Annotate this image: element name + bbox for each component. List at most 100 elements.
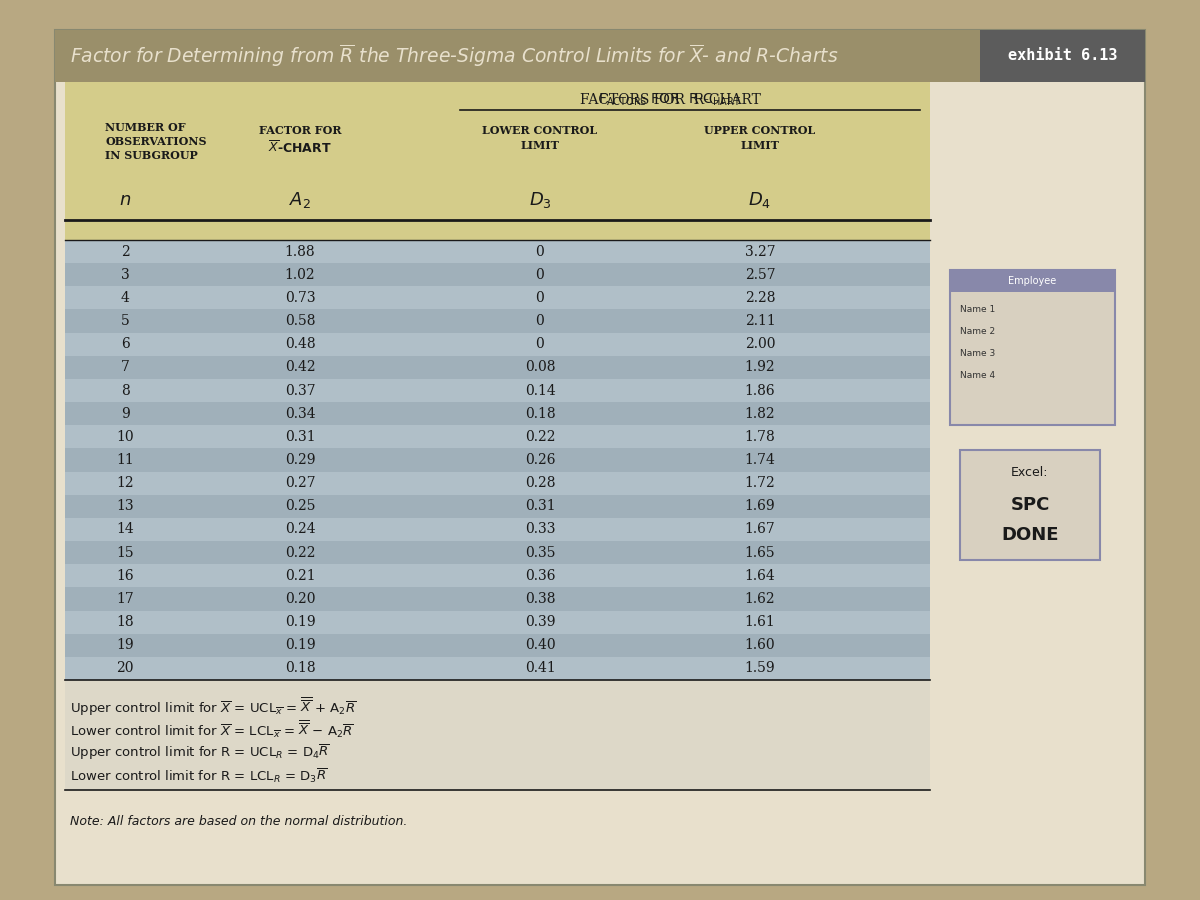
Text: 0.22: 0.22 <box>284 545 316 560</box>
Bar <box>950 270 1115 425</box>
Text: LIMIT: LIMIT <box>740 140 780 151</box>
Text: 0.41: 0.41 <box>524 662 556 675</box>
Text: OBSERVATIONS: OBSERVATIONS <box>106 136 206 147</box>
Text: 1.88: 1.88 <box>284 245 316 258</box>
Bar <box>65 541 930 564</box>
Text: 0.31: 0.31 <box>284 430 316 444</box>
Text: 0: 0 <box>535 314 545 328</box>
Text: 0: 0 <box>535 245 545 258</box>
Bar <box>950 270 1115 292</box>
Bar <box>65 680 930 790</box>
Text: 4: 4 <box>120 291 130 305</box>
Text: 1.61: 1.61 <box>745 615 775 629</box>
Text: 0.31: 0.31 <box>524 500 556 513</box>
Text: 1.60: 1.60 <box>745 638 775 652</box>
Text: Factor for Determining from $\overline{R}$ the Three-Sigma Control Limits for $\: Factor for Determining from $\overline{R… <box>70 42 839 69</box>
Text: 7: 7 <box>120 360 130 374</box>
Bar <box>65 356 930 379</box>
Text: 0.25: 0.25 <box>284 500 316 513</box>
Text: 2.11: 2.11 <box>745 314 775 328</box>
Text: 2.57: 2.57 <box>745 267 775 282</box>
Text: DONE: DONE <box>1001 526 1058 544</box>
Text: Name 2: Name 2 <box>960 327 995 336</box>
Text: 11: 11 <box>116 453 134 467</box>
Bar <box>65 610 930 634</box>
Bar <box>65 588 930 610</box>
Text: 0.27: 0.27 <box>284 476 316 491</box>
Text: 0.20: 0.20 <box>284 592 316 606</box>
Bar <box>65 426 930 448</box>
Text: 0.38: 0.38 <box>524 592 556 606</box>
Bar <box>65 286 930 310</box>
Text: 1.74: 1.74 <box>744 453 775 467</box>
Text: 9: 9 <box>121 407 130 420</box>
Bar <box>980 30 1145 82</box>
Text: 1.64: 1.64 <box>745 569 775 583</box>
Bar <box>65 657 930 680</box>
Text: $n$: $n$ <box>119 191 131 209</box>
Text: 0.24: 0.24 <box>284 523 316 536</box>
Text: Upper control limit for R = UCL$_R$ = D$_4$$\overline{R}$: Upper control limit for R = UCL$_R$ = D$… <box>70 743 330 762</box>
Text: 2: 2 <box>121 245 130 258</box>
Text: SPC: SPC <box>1010 496 1050 514</box>
Text: 0.28: 0.28 <box>524 476 556 491</box>
Text: 13: 13 <box>116 500 134 513</box>
Bar <box>65 240 930 680</box>
Text: 5: 5 <box>121 314 130 328</box>
Text: 20: 20 <box>116 662 133 675</box>
Text: 0.36: 0.36 <box>524 569 556 583</box>
Text: 0.34: 0.34 <box>284 407 316 420</box>
Text: $\overline{X}$-CHART: $\overline{X}$-CHART <box>268 140 332 156</box>
Text: 1.82: 1.82 <box>745 407 775 420</box>
Text: 0: 0 <box>535 291 545 305</box>
Text: IN SUBGROUP: IN SUBGROUP <box>106 150 198 161</box>
Bar <box>65 402 930 426</box>
Text: Excel:: Excel: <box>1012 465 1049 479</box>
Text: 18: 18 <box>116 615 134 629</box>
Text: 0.33: 0.33 <box>524 523 556 536</box>
Text: Name 4: Name 4 <box>960 371 995 380</box>
Bar <box>65 263 930 286</box>
Text: $D_4$: $D_4$ <box>749 190 772 210</box>
Text: 3.27: 3.27 <box>745 245 775 258</box>
Text: 0.08: 0.08 <box>524 360 556 374</box>
Text: Lower control limit for $\overline{X}$ = LCL$_{\overline{x}}$ = $\overline{\over: Lower control limit for $\overline{X}$ =… <box>70 719 354 742</box>
Text: 0.21: 0.21 <box>284 569 316 583</box>
Text: 1.59: 1.59 <box>745 662 775 675</box>
Bar <box>55 30 1145 82</box>
Text: 17: 17 <box>116 592 134 606</box>
Text: 15: 15 <box>116 545 134 560</box>
Text: FACTORS FOR  R-CHART: FACTORS FOR R-CHART <box>580 93 761 107</box>
Text: 1.69: 1.69 <box>745 500 775 513</box>
Bar <box>65 82 930 240</box>
Bar <box>65 310 930 333</box>
Text: 19: 19 <box>116 638 134 652</box>
Text: $D_3$: $D_3$ <box>528 190 552 210</box>
Bar <box>960 450 1100 560</box>
Text: 0.39: 0.39 <box>524 615 556 629</box>
Text: LOWER CONTROL: LOWER CONTROL <box>482 125 598 136</box>
Text: exhibit 6.13: exhibit 6.13 <box>1008 49 1117 64</box>
Text: NUMBER OF: NUMBER OF <box>106 122 186 133</box>
Text: 1.62: 1.62 <box>745 592 775 606</box>
Text: 16: 16 <box>116 569 134 583</box>
Text: 2.00: 2.00 <box>745 338 775 351</box>
Text: UPPER CONTROL: UPPER CONTROL <box>704 125 816 136</box>
Text: 1.67: 1.67 <box>745 523 775 536</box>
Text: 1.78: 1.78 <box>745 430 775 444</box>
Text: 0.19: 0.19 <box>284 638 316 652</box>
Text: 6: 6 <box>121 338 130 351</box>
Text: Upper control limit for $\overline{X}$ = UCL$_{\overline{x}}$ = $\overline{\over: Upper control limit for $\overline{X}$ =… <box>70 695 356 717</box>
Text: 0.22: 0.22 <box>524 430 556 444</box>
Bar <box>65 333 930 356</box>
Text: 12: 12 <box>116 476 134 491</box>
Text: 8: 8 <box>121 383 130 398</box>
Text: 0.42: 0.42 <box>284 360 316 374</box>
Text: 0: 0 <box>535 267 545 282</box>
Text: 1.65: 1.65 <box>745 545 775 560</box>
Text: 0.18: 0.18 <box>524 407 556 420</box>
Text: Employee: Employee <box>1008 276 1057 286</box>
Text: $\mathregular{F}_{\mathregular{ACTORS}}$ $\mathregular{FOR}$  R-$\mathregular{C}: $\mathregular{F}_{\mathregular{ACTORS}}$… <box>599 92 742 108</box>
Text: $A_2$: $A_2$ <box>289 190 311 210</box>
Text: FACTOR FOR: FACTOR FOR <box>259 125 341 136</box>
